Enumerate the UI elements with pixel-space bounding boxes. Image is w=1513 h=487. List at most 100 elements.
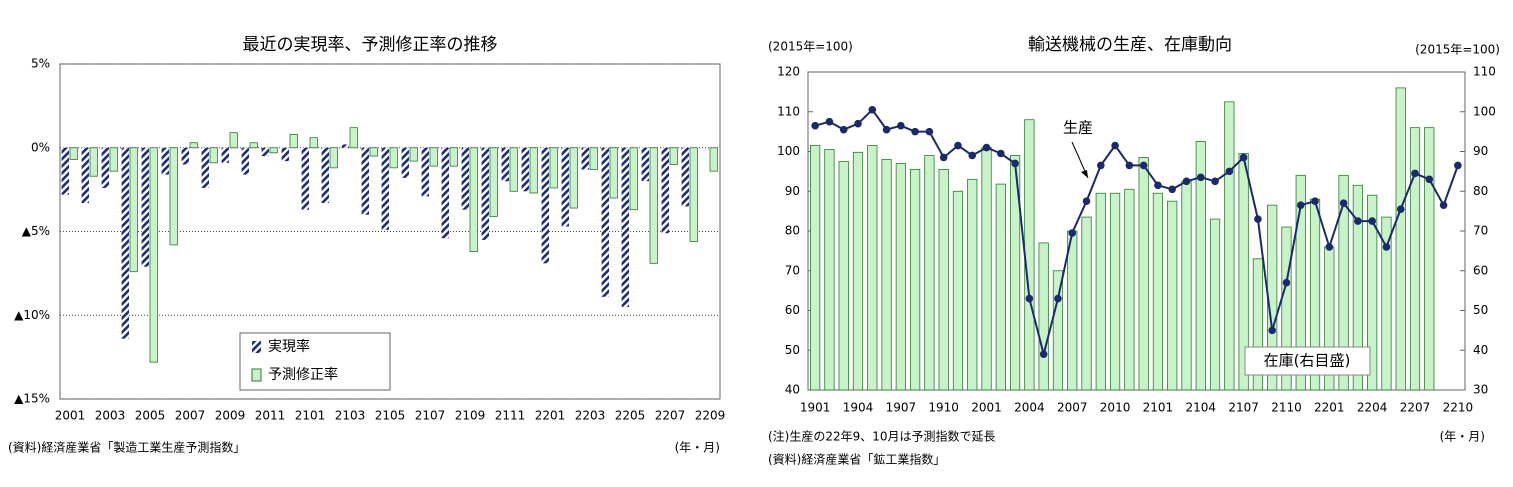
marker	[1339, 199, 1348, 207]
bar	[661, 147, 669, 234]
x-tick-label: 2209	[695, 409, 726, 423]
x-tick-label: 2205	[615, 409, 646, 423]
bar	[938, 168, 949, 391]
bar	[852, 151, 864, 391]
marker	[1411, 169, 1419, 178]
bar	[109, 147, 118, 172]
bar	[824, 149, 835, 391]
bar	[981, 147, 992, 391]
y-tick-label: 80	[785, 224, 800, 238]
bar	[1124, 188, 1135, 391]
bar	[609, 147, 618, 199]
marker	[825, 117, 834, 126]
bar	[1067, 230, 1078, 391]
bar	[461, 147, 469, 210]
y2-axis-label: (2015年=100)	[1415, 43, 1500, 57]
x-tick-label: 1904	[843, 401, 874, 415]
marker	[1368, 217, 1376, 225]
bar	[1295, 174, 1306, 391]
marker	[1268, 326, 1276, 335]
legend-swatch	[252, 341, 261, 353]
bar	[1238, 153, 1249, 391]
marker	[839, 125, 848, 134]
y-tick-label: 40	[785, 383, 800, 397]
x-tick-label: 1910	[928, 401, 959, 415]
chart-title: 輸送機械の生産、在庫動向	[1028, 35, 1232, 55]
bar	[967, 178, 978, 391]
y-tick-label: ▲15%	[14, 392, 50, 406]
bar	[501, 147, 509, 182]
marker	[1125, 161, 1134, 170]
x-tick-label: 2201	[535, 409, 566, 423]
bar	[1409, 127, 1421, 391]
y-tick-label: 100	[777, 144, 800, 158]
bar	[229, 132, 238, 149]
bar	[529, 147, 538, 194]
marker	[1282, 278, 1291, 287]
marker	[811, 121, 819, 130]
marker	[1096, 161, 1105, 170]
marker	[982, 143, 991, 152]
bar	[241, 147, 249, 175]
bar	[689, 147, 698, 242]
x-tick-label: 2101	[1143, 401, 1174, 415]
marker	[997, 149, 1005, 158]
x-tick-label: 2204	[1357, 401, 1388, 415]
bar	[1024, 119, 1035, 391]
bar	[589, 147, 598, 170]
arrowhead	[1081, 170, 1088, 178]
marker	[897, 121, 905, 130]
bar	[1367, 194, 1378, 391]
bar	[952, 190, 964, 391]
bar	[409, 147, 418, 162]
marker	[868, 105, 877, 114]
bar	[261, 147, 269, 157]
marker	[1196, 173, 1205, 182]
marker	[1254, 215, 1262, 223]
marker	[954, 141, 962, 150]
x-tick-label: 2110	[1271, 401, 1302, 415]
x-tick-label: 2210	[1443, 401, 1474, 415]
x-tick-label: 2201	[1314, 401, 1345, 415]
y2-tick-label: 110	[1473, 65, 1496, 79]
bar	[1009, 155, 1021, 391]
y-tick-label: 120	[777, 65, 800, 79]
x-tick-label: 2011	[255, 409, 286, 423]
bar	[361, 147, 369, 215]
bar	[141, 147, 149, 267]
bar	[1424, 127, 1435, 391]
y2-tick-label: 80	[1473, 184, 1488, 198]
y2-tick-label: 100	[1473, 104, 1496, 118]
bar	[481, 147, 489, 240]
bar	[521, 147, 529, 192]
plot-frame	[807, 71, 1466, 391]
bar	[1038, 242, 1049, 391]
bar	[1252, 258, 1264, 391]
x-tick-label: 1901	[800, 401, 831, 415]
bar	[810, 145, 821, 391]
bar	[149, 147, 158, 363]
x-tick-label: 2111	[495, 409, 526, 423]
bar	[161, 147, 169, 175]
bar	[1209, 218, 1221, 391]
marker	[1239, 153, 1248, 162]
marker	[1325, 243, 1334, 251]
bar	[89, 147, 98, 177]
marker	[1025, 294, 1034, 303]
marker	[1068, 229, 1077, 237]
bar	[181, 147, 189, 165]
bar	[189, 142, 198, 149]
y-axis-label: (2015年=100)	[768, 40, 853, 54]
marker	[882, 125, 891, 134]
marker	[1039, 350, 1048, 359]
marker	[1182, 177, 1191, 186]
marker	[1225, 167, 1234, 176]
marker	[1354, 217, 1362, 225]
y2-tick-label: 90	[1473, 144, 1488, 158]
y-tick-label: 0%	[31, 140, 50, 154]
bar	[101, 147, 109, 188]
bar	[1109, 192, 1121, 391]
marker	[1382, 243, 1391, 251]
y-tick-label: 60	[785, 303, 800, 317]
y-tick-label: ▲5%	[22, 224, 50, 238]
